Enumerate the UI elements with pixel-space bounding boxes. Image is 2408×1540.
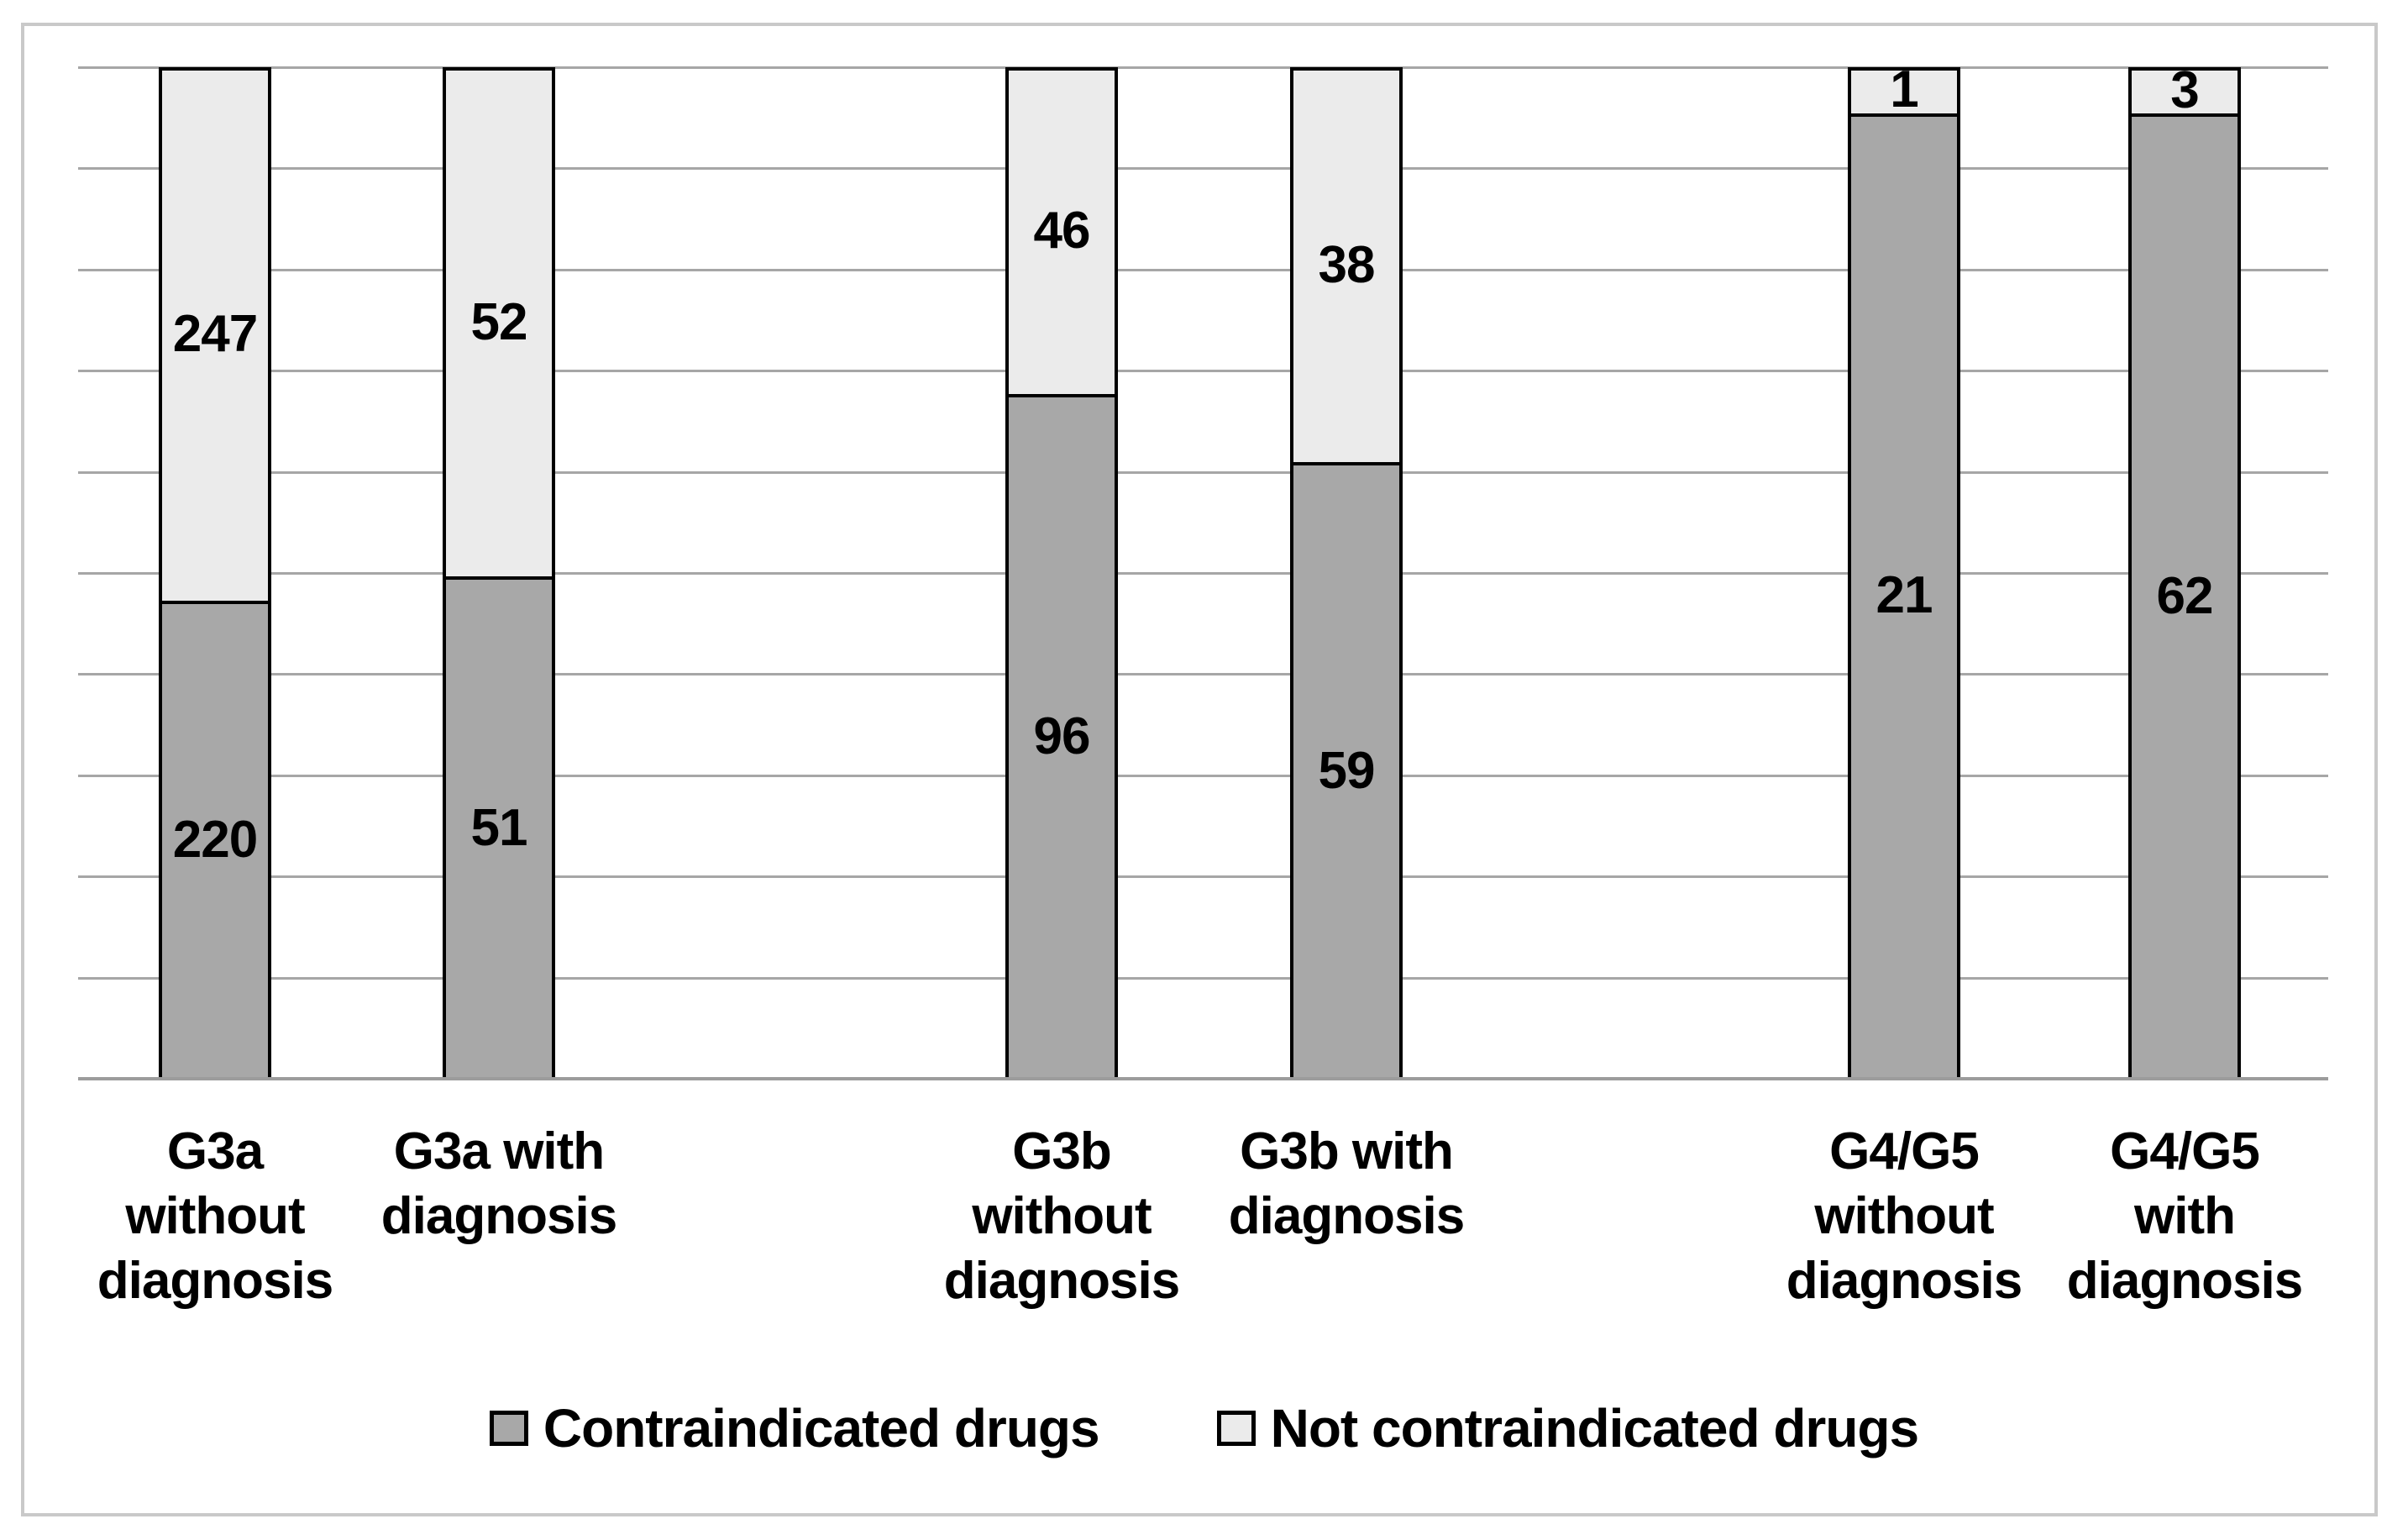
category-label-line: diagnosis bbox=[97, 1252, 333, 1310]
category-label-line: diagnosis bbox=[1786, 1252, 2022, 1310]
figure-frame bbox=[21, 23, 2378, 1516]
bar-segment-not-contraindicated bbox=[2132, 71, 2237, 118]
category-label-line: diagnosis bbox=[380, 1187, 617, 1245]
value-label-not-contraindicated: 38 bbox=[1318, 236, 1376, 294]
x-axis-line bbox=[78, 1077, 2328, 1080]
bar-2 bbox=[443, 67, 555, 1079]
gridline bbox=[78, 269, 2328, 271]
value-label-contraindicated: 51 bbox=[470, 799, 528, 857]
gridline bbox=[78, 370, 2328, 372]
category-label-line: without bbox=[972, 1187, 1152, 1245]
category-label-2: G3a with diagnosis bbox=[289, 1119, 709, 1248]
bar-segment-not-contraindicated bbox=[162, 71, 268, 604]
value-label-contraindicated: 96 bbox=[1033, 707, 1091, 765]
legend-label: Not contraindicated drugs bbox=[1270, 1398, 1919, 1459]
category-label-line: without bbox=[125, 1187, 305, 1245]
legend-label: Contraindicated drugs bbox=[543, 1398, 1100, 1459]
legend-entry-contraindicated: Contraindicated drugs bbox=[489, 1398, 1100, 1459]
category-label-line: diagnosis bbox=[2066, 1252, 2303, 1310]
bar-5 bbox=[1848, 67, 1960, 1079]
category-label-3: G3b without diagnosis bbox=[852, 1119, 1272, 1313]
gridline bbox=[78, 572, 2328, 575]
value-label-contraindicated: 59 bbox=[1318, 742, 1376, 800]
bar-3 bbox=[1005, 67, 1118, 1079]
category-label-4: G3b with diagnosis bbox=[1136, 1119, 1556, 1248]
category-label-line: G3b with bbox=[1240, 1122, 1454, 1180]
value-label-contraindicated: 220 bbox=[172, 811, 258, 869]
category-label-line: diagnosis bbox=[1228, 1187, 1465, 1245]
category-label-1: G3a without diagnosis bbox=[5, 1119, 425, 1313]
legend-swatch-contraindicated-icon bbox=[489, 1411, 528, 1446]
value-label-not-contraindicated: 3 bbox=[2170, 61, 2199, 119]
value-label-not-contraindicated: 46 bbox=[1033, 202, 1091, 260]
bar-6 bbox=[2128, 67, 2241, 1079]
gridline bbox=[78, 167, 2328, 170]
value-label-contraindicated: 21 bbox=[1876, 566, 1933, 624]
bar-1 bbox=[159, 67, 271, 1079]
category-label-5: G4/G5 without diagnosis bbox=[1694, 1119, 2114, 1313]
category-label-line: G3a bbox=[166, 1122, 264, 1180]
gridline bbox=[78, 875, 2328, 878]
category-label-6: G4/G5 with diagnosis bbox=[1975, 1119, 2395, 1313]
gridline bbox=[78, 66, 2328, 69]
category-label-line: G3a with bbox=[393, 1122, 605, 1180]
gridline bbox=[78, 471, 2328, 474]
value-label-not-contraindicated: 247 bbox=[172, 305, 258, 363]
bar-segment-not-contraindicated bbox=[446, 71, 552, 580]
plot-area: 247 220 52 51 46 96 38 59 1 21 3 62 bbox=[78, 60, 2328, 1080]
bar-4 bbox=[1290, 67, 1403, 1079]
category-label-line: G4/G5 bbox=[1829, 1122, 1980, 1180]
bar-segment-not-contraindicated bbox=[1851, 71, 1957, 117]
legend-swatch-not-contraindicated-icon bbox=[1216, 1411, 1256, 1446]
bar-segment-not-contraindicated bbox=[1009, 71, 1115, 397]
category-label-line: diagnosis bbox=[943, 1252, 1180, 1310]
category-label-line: G4/G5 bbox=[2110, 1122, 2260, 1180]
gridline bbox=[78, 977, 2328, 980]
gridline bbox=[78, 673, 2328, 675]
category-label-line: without bbox=[1814, 1187, 1994, 1245]
category-label-line: with bbox=[2134, 1187, 2236, 1245]
value-label-contraindicated: 62 bbox=[2156, 567, 2214, 625]
legend-entry-not-contraindicated: Not contraindicated drugs bbox=[1216, 1398, 1919, 1459]
legend: Contraindicated drugs Not contraindicate… bbox=[0, 1401, 2408, 1455]
bar-segment-not-contraindicated bbox=[1293, 71, 1399, 466]
category-label-line: G3b bbox=[1012, 1122, 1112, 1180]
value-label-not-contraindicated: 1 bbox=[1890, 60, 1918, 118]
gridline bbox=[78, 775, 2328, 777]
value-label-not-contraindicated: 52 bbox=[470, 293, 528, 351]
